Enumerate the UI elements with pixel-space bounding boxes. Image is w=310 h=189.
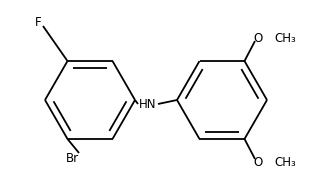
Text: F: F bbox=[35, 15, 41, 29]
Text: O: O bbox=[253, 32, 263, 44]
Text: CH₃: CH₃ bbox=[274, 32, 296, 44]
Text: HN: HN bbox=[139, 98, 157, 111]
Text: CH₃: CH₃ bbox=[274, 156, 296, 169]
Text: O: O bbox=[253, 156, 263, 169]
Text: Br: Br bbox=[65, 152, 78, 164]
